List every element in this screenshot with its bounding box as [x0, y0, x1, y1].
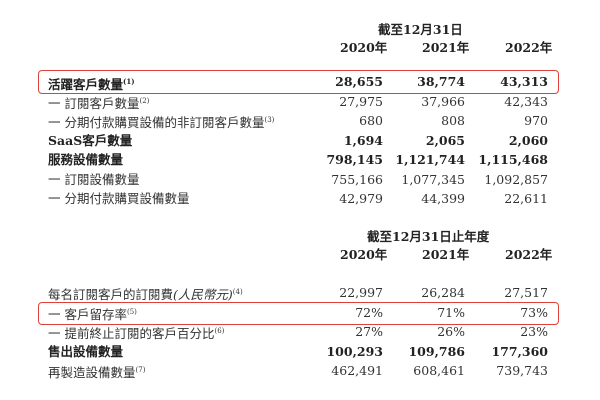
year-header: 2020年 [340, 40, 388, 55]
row-label-text: 服務設備數量 [48, 152, 124, 167]
cell-value: 43,313 [500, 74, 548, 89]
row-label-text: SaaS客戶數量 [48, 133, 133, 148]
table-row: 一 訂閱設備數量 755,166 1,077,345 1,092,857 [0, 170, 600, 189]
cell-value: 22,997 [339, 285, 383, 300]
cell-value: 44,399 [421, 191, 465, 206]
row-label-text: 每名訂閱客戶的訂閱費 [48, 287, 174, 303]
row-label-text: 一 訂閱設備數量 [48, 172, 140, 187]
row-label: 一 客戶留存率(5) [48, 303, 137, 324]
footnote-marker: (7) [135, 366, 146, 374]
row-label: 一 分期付款購買設備的非訂閱客戶數量(3) [48, 111, 274, 132]
cell-value: 100,293 [326, 344, 383, 359]
year-header: 2022年 [505, 247, 553, 262]
year-header: 2022年 [505, 40, 553, 55]
footnote-marker: (1) [123, 77, 135, 86]
table-row: 每名訂閱客戶的訂閱費(人民幣元)(4) 22,997 26,284 27,517 [0, 283, 600, 302]
cell-value: 1,077,345 [401, 172, 465, 187]
row-label: 再製造設備數量(7) [48, 361, 145, 382]
cell-value: 22,611 [504, 191, 548, 206]
cell-value: 177,360 [491, 344, 548, 359]
cell-value: 27% [355, 324, 383, 339]
cell-value: 71% [437, 305, 465, 320]
footnote-marker: (6) [214, 327, 225, 335]
table-row: 再製造設備數量(7) 462,491 608,461 739,743 [0, 361, 600, 380]
cell-value: 26% [437, 324, 465, 339]
table-row: SaaS客戶數量 1,694 2,065 2,060 [0, 131, 600, 150]
cell-value: 28,655 [335, 74, 383, 89]
cell-value: 27,975 [339, 94, 383, 109]
row-label: 一 分期付款購買設備數量 [48, 189, 189, 208]
row-label: 一 訂閱設備數量 [48, 170, 139, 189]
row-label-text: 一 分期付款購買設備數量 [48, 191, 190, 206]
highlight-box-retention-rate [38, 302, 559, 325]
row-label-text: 一 客戶留存率 [48, 307, 127, 323]
row-label-text: 活躍客戶數量 [48, 77, 124, 93]
cell-value: 72% [355, 305, 383, 320]
year-header: 2021年 [422, 40, 470, 55]
cell-value: 27,517 [504, 285, 548, 300]
row-label: 一 提前終止訂閱的客戶百分比(6) [48, 322, 224, 343]
table-row: 一 客戶留存率(5) 72% 71% 73% [0, 303, 600, 322]
cell-value: 1,694 [343, 133, 383, 148]
table-row: 活躍客戶數量(1) 28,655 38,774 43,313 [0, 72, 600, 94]
row-label: SaaS客戶數量 [48, 131, 132, 150]
cell-value: 1,092,857 [484, 172, 548, 187]
cell-value: 37,966 [421, 94, 465, 109]
footnote-marker: (2) [139, 97, 150, 105]
row-label-text: 一 訂閱客戶數量 [48, 96, 140, 112]
cell-value: 2,065 [425, 133, 465, 148]
cell-value: 42,343 [504, 94, 548, 109]
cell-value: 26,284 [421, 285, 465, 300]
period-header: 截至12月31日止年度 [367, 229, 490, 244]
table-row: 一 訂閱客戶數量(2) 27,975 37,966 42,343 [0, 92, 600, 111]
cell-value: 608,461 [413, 363, 465, 378]
cell-value: 462,491 [331, 363, 383, 378]
table-row: 一 分期付款購買設備的非訂閱客戶數量(3) 680 808 970 [0, 111, 600, 130]
cell-value: 755,166 [331, 172, 383, 187]
row-label: 售出設備數量 [48, 342, 123, 361]
table-row: 一 提前終止訂閱的客戶百分比(6) 27% 26% 23% [0, 322, 600, 341]
period-header: 截至12月31日 [378, 22, 463, 37]
cell-value: 73% [520, 305, 548, 320]
cell-value: 1,121,744 [395, 152, 465, 167]
footnote-marker: (4) [232, 288, 243, 296]
row-label-text: 一 分期付款購買設備的非訂閱客戶數量 [48, 115, 265, 131]
row-label-text: 售出設備數量 [48, 344, 124, 359]
year-header: 2020年 [340, 247, 388, 262]
row-label-unit: (人民幣元) [173, 287, 233, 303]
table-row: 服務設備數量 798,145 1,121,744 1,115,468 [0, 150, 600, 169]
cell-value: 2,060 [508, 133, 548, 148]
row-label: 活躍客戶數量(1) [48, 72, 135, 94]
row-label: 每名訂閱客戶的訂閱費(人民幣元)(4) [48, 283, 243, 304]
row-label: 服務設備數量 [48, 150, 123, 169]
table-row: 售出設備數量 100,293 109,786 177,360 [0, 342, 600, 361]
cell-value: 680 [359, 113, 383, 128]
footnote-marker: (5) [126, 308, 137, 316]
cell-value: 970 [524, 113, 548, 128]
cell-value: 739,743 [496, 363, 548, 378]
cell-value: 798,145 [326, 152, 383, 167]
cell-value: 808 [441, 113, 465, 128]
row-label-text: 再製造設備數量 [48, 365, 136, 381]
cell-value: 109,786 [408, 344, 465, 359]
cell-value: 23% [520, 324, 548, 339]
footnote-marker: (3) [264, 116, 275, 124]
row-label: 一 訂閱客戶數量(2) [48, 92, 149, 113]
highlight-box-active-customers [38, 70, 559, 94]
cell-value: 38,774 [417, 74, 465, 89]
row-label-text: 一 提前終止訂閱的客戶百分比 [48, 326, 215, 342]
table-row: 一 分期付款購買設備數量 42,979 44,399 22,611 [0, 189, 600, 208]
year-header: 2021年 [422, 247, 470, 262]
cell-value: 42,979 [339, 191, 383, 206]
cell-value: 1,115,468 [478, 152, 548, 167]
